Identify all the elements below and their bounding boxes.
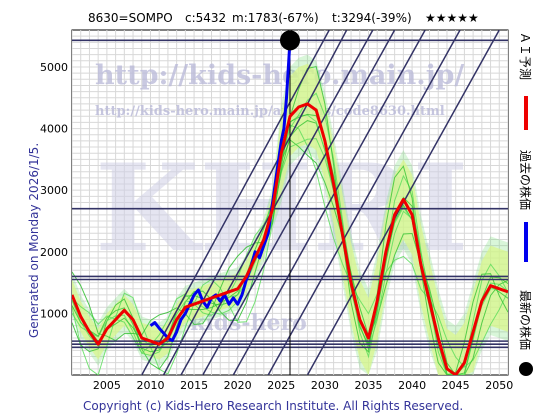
x-tick-label: 2050 — [485, 379, 513, 392]
y-tick-label: 3000 — [40, 184, 68, 197]
latest-price-marker — [280, 30, 300, 51]
trend-lines — [141, 30, 500, 375]
header-code: 8630=SOMPO — [88, 11, 173, 25]
x-tick-label: 2005 — [93, 379, 121, 392]
trend-line — [141, 30, 330, 375]
header-t-stat: t:3294(-39%) — [332, 11, 412, 25]
x-tick-label: 2035 — [354, 379, 382, 392]
watermark-url: http://kids-hero.main.jp/ — [95, 60, 464, 91]
y-axis-ticks: 1000 2000 3000 4000 5000 — [40, 61, 68, 320]
header-stars: ★★★★★ — [425, 11, 479, 25]
x-tick-label: 2015 — [180, 379, 208, 392]
x-tick-label: 2010 — [136, 379, 164, 392]
trend-line — [162, 30, 348, 375]
x-tick-label: 2020 — [224, 379, 252, 392]
x-tick-label: 2030 — [311, 379, 339, 392]
y-tick-label: 1000 — [40, 307, 68, 320]
x-tick-label: 2025 — [267, 379, 295, 392]
series-lines — [72, 40, 508, 375]
y-tick-label: 5000 — [40, 61, 68, 74]
legend: ＡＩ予測 過去の株価 最新の株価 — [518, 32, 533, 376]
header-current: c:5432 — [185, 11, 226, 25]
x-axis-ticks: 2005 2010 2015 2020 2025 2030 2035 2040 2045 2050 — [93, 379, 513, 392]
x-tick-label: 2040 — [398, 379, 426, 392]
x-tick-label: 2045 — [442, 379, 470, 392]
forecast-band-green — [72, 54, 508, 375]
legend-latest-dot — [519, 362, 533, 376]
ai-forecast-line — [72, 102, 508, 375]
y-tick-label: 4000 — [40, 123, 68, 136]
trend-line — [180, 30, 374, 375]
latest-marker-group — [280, 30, 300, 51]
watermark-analysis-url: http://kids-hero.main.jp/analysis/code86… — [95, 104, 445, 119]
generated-date-label: Generated on Monday 2026/1/5. — [27, 143, 41, 338]
header-m-stat: m:1783(-67%) — [232, 11, 319, 25]
legend-past-label: 過去の株価 — [518, 150, 533, 210]
copyright-footer: Copyright (c) Kids-Hero Research Institu… — [83, 399, 463, 413]
legend-latest-label: 最新の株価 — [518, 290, 533, 350]
trend-line — [232, 30, 426, 375]
trend-line — [267, 30, 461, 375]
trend-line — [306, 30, 500, 375]
horizontal-levels — [72, 39, 508, 375]
legend-ai-label: ＡＩ予測 — [518, 32, 532, 80]
y-tick-label: 2000 — [40, 246, 68, 259]
trend-line — [202, 30, 396, 375]
